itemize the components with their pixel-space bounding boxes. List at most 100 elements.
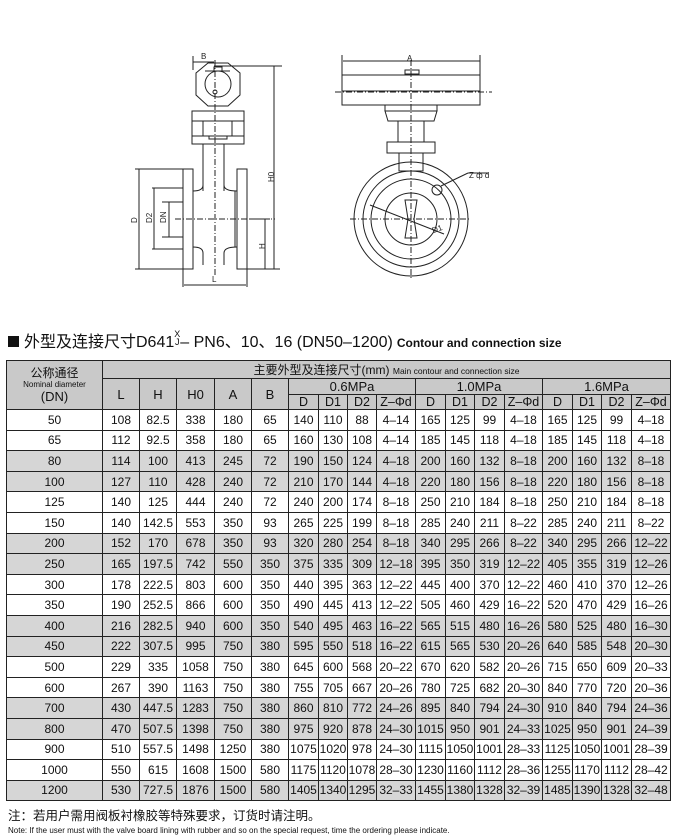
table-cell: 114 xyxy=(102,450,140,472)
table-cell: 370 xyxy=(601,573,632,596)
table-cell: 8–18 xyxy=(504,470,543,493)
table-cell: 727.5 xyxy=(139,779,177,802)
table-cell: 470 xyxy=(572,594,602,616)
table-cell: 507.5 xyxy=(139,717,177,740)
table-cell: 211 xyxy=(474,511,505,534)
table-cell: 470 xyxy=(102,717,140,740)
table-cell: 645 xyxy=(288,656,319,678)
sub-col-header: D xyxy=(415,394,446,410)
table-cell: 380 xyxy=(251,635,289,658)
table-cell: 8–22 xyxy=(504,532,543,555)
valve-drawing: B D D2 DN H H0 L A Z ф d D1 xyxy=(130,52,492,287)
table-cell: 12–22 xyxy=(376,594,416,616)
table-cell: 180 xyxy=(214,409,252,431)
table-cell: 413 xyxy=(347,594,377,616)
table-cell: 8–18 xyxy=(630,450,672,472)
table-cell: 185 xyxy=(415,429,446,452)
table-row: 500 229 335 1058 750 380 645 600 568 20–22 670 620 5… xyxy=(6,656,672,678)
table-cell: 240 xyxy=(214,470,252,493)
table-cell: 160 xyxy=(445,450,475,472)
dim-label-h: H xyxy=(258,243,267,249)
table-cell: 1455 xyxy=(415,779,446,802)
table-cell: 16–22 xyxy=(504,594,543,616)
table-cell: 540 xyxy=(288,614,319,637)
table-cell: 445 xyxy=(318,594,348,616)
table-cell: 350 xyxy=(251,553,289,575)
table-cell: 200 xyxy=(542,450,573,472)
table-cell: 4–18 xyxy=(630,409,672,431)
table-cell: 715 xyxy=(542,656,573,678)
table-cell: 350 xyxy=(445,553,475,575)
dn-cell: 800 xyxy=(6,717,103,740)
table-cell: 395 xyxy=(318,573,348,596)
table-cell: 1500 xyxy=(214,759,252,781)
table-cell: 530 xyxy=(102,779,140,802)
table-row: 300 178 222.5 803 600 350 440 395 363 12–22 445 400… xyxy=(6,573,672,596)
table-cell: 252.5 xyxy=(139,594,177,616)
table-cell: 1485 xyxy=(542,779,573,802)
table-cell: 380 xyxy=(251,676,289,699)
pressure-group-header: 1.0MPa xyxy=(415,378,543,395)
table-cell: 12–26 xyxy=(630,573,672,596)
table-cell: 445 xyxy=(415,573,446,596)
table-cell: 180 xyxy=(445,470,475,493)
table-cell: 110 xyxy=(139,470,177,493)
table-row: 125 140 125 444 240 72 240 200 174 8–18 250 210 184 8… xyxy=(6,491,672,513)
table-cell: 667 xyxy=(347,676,377,699)
table-cell: 615 xyxy=(415,635,446,658)
dn-cell: 150 xyxy=(6,511,103,534)
table-cell: 210 xyxy=(572,491,602,513)
table-cell: 600 xyxy=(214,573,252,596)
table-cell: 480 xyxy=(474,614,505,637)
pressure-group-header: 1.6MPa xyxy=(541,378,672,395)
nominal-dn: (DN) xyxy=(40,388,69,404)
table-cell: 525 xyxy=(572,614,602,637)
table-cell: 840 xyxy=(445,697,475,719)
dn-cell: 1200 xyxy=(6,779,103,802)
table-cell: 505 xyxy=(415,594,446,616)
table-cell: 600 xyxy=(214,614,252,637)
table-cell: 240 xyxy=(445,511,475,534)
table-row: 400 216 282.5 940 600 350 540 495 463 16–22 565 515… xyxy=(6,614,672,637)
table-cell: 803 xyxy=(176,573,215,596)
table-cell: 225 xyxy=(318,511,348,534)
dn-cell: 65 xyxy=(6,429,103,452)
table-cell: 480 xyxy=(601,614,632,637)
table-cell: 350 xyxy=(214,532,252,555)
table-cell: 250 xyxy=(415,491,446,513)
note-en: Note: If the user must with the valve bo… xyxy=(8,826,450,835)
table-cell: 16–26 xyxy=(504,614,543,637)
table-cell: 180 xyxy=(572,470,602,493)
table-cell: 794 xyxy=(474,697,505,719)
table-cell: 810 xyxy=(318,697,348,719)
col-header: L xyxy=(102,378,140,410)
table-cell: 140 xyxy=(102,511,140,534)
table-cell: 267 xyxy=(102,676,140,699)
footnote: 注：若用户需用阀板衬橡胶等特殊要求，订货时请注明。 Note: If the u… xyxy=(8,805,450,835)
table-cell: 110 xyxy=(318,409,348,431)
nominal-cn: 公称通径 xyxy=(30,365,79,380)
table-cell: 112 xyxy=(102,429,140,452)
table-cell: 866 xyxy=(176,594,215,616)
table-cell: 1500 xyxy=(214,779,252,802)
dim-label-zd: Z ф d xyxy=(469,171,489,180)
table-cell: 211 xyxy=(601,511,632,534)
table-cell: 429 xyxy=(601,594,632,616)
table-cell: 295 xyxy=(445,532,475,555)
table-cell: 32–33 xyxy=(376,779,416,802)
table-cell: 565 xyxy=(415,614,446,637)
table-cell: 375 xyxy=(288,553,319,575)
table-cell: 72 xyxy=(251,450,289,472)
table-cell: 530 xyxy=(474,635,505,658)
table-row: 250 165 197.5 742 550 350 375 335 309 12–18 395 350… xyxy=(6,553,672,575)
table-cell: 780 xyxy=(415,676,446,699)
dim-label-d: D xyxy=(130,217,139,223)
table-cell: 266 xyxy=(601,532,632,555)
title-rest: – PN6、10、16 (DN50–1200) xyxy=(180,334,393,351)
title-sup-top: X xyxy=(174,329,181,339)
table-cell: 380 xyxy=(251,738,289,761)
main-dimensions-header: 主要外型及连接尺寸(mm) Main contour and connectio… xyxy=(101,360,672,379)
table-cell: 1230 xyxy=(415,759,446,781)
table-cell: 1876 xyxy=(176,779,215,802)
table-cell: 405 xyxy=(542,553,573,575)
